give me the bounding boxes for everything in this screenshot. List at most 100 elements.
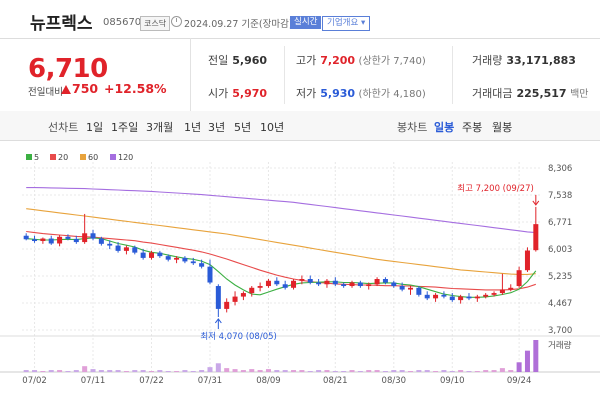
x-tick-label: 09/24: [507, 376, 532, 386]
candle-body: [207, 266, 213, 283]
volume-bar: [366, 370, 372, 372]
candle-body: [466, 296, 472, 299]
volume-bar: [148, 371, 155, 372]
volume-bar: [32, 370, 38, 372]
legend-swatch: [50, 154, 56, 160]
volume-bar: [416, 370, 422, 372]
candle-body: [483, 294, 489, 297]
high-arrow-head: [532, 200, 540, 206]
volume-bar: [433, 371, 439, 372]
y-axis: 8,306 7,538 6,771 6,003 5,235 4,467 3,700: [548, 164, 572, 336]
volume-label: 거래량: [548, 340, 572, 351]
volume-bar: [174, 371, 180, 372]
volume-bar: [407, 371, 414, 372]
candle-body: [291, 280, 297, 288]
candle-body: [341, 284, 347, 287]
candle-body: [215, 286, 221, 309]
tab-10y[interactable]: 10년: [260, 121, 285, 134]
company-overview-dropdown[interactable]: 기업개요 ▾: [322, 16, 371, 31]
volume-bar: [349, 370, 355, 372]
candle-body: [508, 287, 514, 290]
volume-bar: [23, 370, 29, 372]
volume-bar: [299, 370, 305, 372]
trade-amount: 거래대금 225,517 백만: [472, 87, 589, 100]
candle-body: [349, 282, 355, 287]
volume-bar: [73, 370, 79, 372]
volume-bar: [449, 371, 455, 372]
stock-name: 뉴프렉스: [30, 14, 93, 34]
low-price: 저가 5,930 (하한가 4,180): [296, 87, 426, 100]
open-price: 시가 5,970: [208, 87, 268, 100]
legend-swatch: [110, 154, 116, 160]
tab-1w[interactable]: 1주일: [111, 121, 139, 134]
candle-body: [407, 287, 414, 290]
candle-body: [249, 287, 255, 294]
volume-bar: [499, 368, 505, 372]
volume-bar: [382, 371, 388, 372]
tab-daily[interactable]: 일봉: [434, 121, 455, 134]
tab-1d[interactable]: 1일: [86, 121, 104, 134]
tab-weekly[interactable]: 주봉: [462, 121, 483, 134]
volume-bar: [516, 362, 522, 372]
candle-body: [73, 238, 79, 243]
volume-bar: [391, 370, 397, 372]
volume-bar: [316, 370, 322, 372]
volume-bar: [332, 371, 338, 372]
volume-bar: [240, 370, 246, 372]
tab-3m[interactable]: 3개월: [146, 121, 174, 134]
volume-bar: [424, 370, 430, 372]
candle-body: [157, 252, 163, 257]
x-axis: 07/02 07/11 07/22 07/31 08/09 08/21 08/30 09/10…: [22, 376, 531, 386]
price-panel: 6,710 전일대비 750 +12.58%: [0, 38, 191, 112]
y-tick-label: 6,771: [548, 218, 572, 228]
volume-bars: 거래량: [23, 340, 572, 372]
volume-bar: [282, 370, 288, 372]
tab-1y[interactable]: 1년: [184, 121, 202, 134]
stats-panel: 전일 5,960 시가 5,970 고가 7,200 (상한가 7,740) 저가 5,…: [190, 38, 600, 112]
stock-header: 뉴프렉스 085670 코스닥 2024.09.27 기준(장마감) 실시간 기…: [0, 0, 600, 39]
candle-body: [132, 247, 138, 253]
chart-tabs: 선차트 1일 1주일 3개월 1년 3년 5년 10년 봉차트 일봉 주봉 월봉: [0, 111, 600, 141]
volume-bar: [474, 371, 480, 372]
candle-body: [366, 284, 372, 287]
candle-body: [48, 238, 54, 244]
candle-body: [299, 279, 305, 281]
candle-body: [307, 279, 313, 283]
moving-average-lines: [26, 187, 537, 298]
realtime-button[interactable]: 실시간: [290, 16, 322, 29]
candle-body: [115, 245, 121, 251]
change-value: 750: [72, 81, 99, 96]
x-tick-label: 07/31: [198, 376, 223, 386]
tab-monthly[interactable]: 월봉: [492, 121, 513, 134]
tab-5y[interactable]: 5년: [234, 121, 252, 134]
candle-chart-label: 봉차트: [397, 121, 428, 134]
x-tick-label: 07/11: [81, 376, 106, 386]
volume-bar: [107, 370, 113, 372]
candle-body: [98, 238, 104, 244]
y-tick-label: 4,467: [548, 299, 572, 309]
low-arrow-head: [214, 318, 222, 324]
price-chart[interactable]: 5 20 60 120 최고 7,200 (09/27) 최저 4,070 (08/05…: [0, 140, 600, 400]
candle-body: [199, 263, 205, 267]
candle-body: [190, 261, 196, 264]
prev-close: 전일 5,960: [208, 54, 268, 67]
tab-3y[interactable]: 3년: [208, 121, 226, 134]
volume-bar: [157, 370, 163, 372]
volume-bar: [224, 368, 230, 372]
change-label: 전일대비: [28, 87, 63, 98]
candle-body: [257, 286, 263, 288]
candle-body: [23, 235, 29, 240]
legend-swatch: [26, 154, 32, 160]
volume-bar: [215, 363, 221, 372]
volume-bar: [207, 367, 213, 372]
x-tick-label: 07/22: [139, 376, 164, 386]
x-tick-label: 08/30: [382, 376, 407, 386]
candle-body: [165, 256, 171, 260]
candle-body: [82, 233, 88, 243]
candle-body: [107, 243, 113, 246]
volume-bar: [132, 370, 138, 372]
volume-bar: [508, 370, 514, 372]
volume-bar: [341, 371, 347, 372]
candle-body: [516, 270, 522, 287]
volume-bar: [357, 371, 363, 372]
